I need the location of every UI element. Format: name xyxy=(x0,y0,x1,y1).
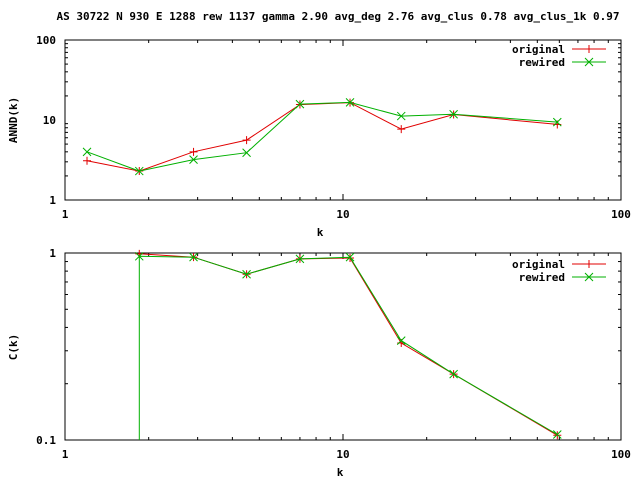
annd-original-point xyxy=(242,136,251,145)
clustering-y-tick-label: 0.1 xyxy=(36,434,56,447)
clustering-legend-rewired-marker xyxy=(584,272,594,282)
annd-series-original-line xyxy=(86,102,558,172)
annd-rewired-point xyxy=(552,117,562,127)
annd-original-point xyxy=(189,147,198,156)
annd-rewired-point xyxy=(396,111,406,121)
annd-x-axis-label: k xyxy=(317,226,324,239)
clustering-series-rewired-line xyxy=(138,255,558,440)
clustering-panel: k C(k) original rewired 1 10 100 0.1 1 xyxy=(7,247,631,479)
clustering-x-axis-label: k xyxy=(337,466,344,479)
clustering-series-original-line xyxy=(139,253,558,436)
clustering-legend-original-label: original xyxy=(512,258,565,271)
clustering-original-point xyxy=(553,431,562,440)
annd-rewired-point xyxy=(134,166,144,176)
clustering-legend-original-marker xyxy=(585,260,593,268)
clustering-x-tick-label: 10 xyxy=(336,448,349,461)
clustering-rewired-point xyxy=(189,252,198,262)
clustering-x-tick-label: 1 xyxy=(62,448,69,461)
clustering-legend-rewired-label: rewired xyxy=(519,271,565,284)
clustering-x-tick-label: 100 xyxy=(611,448,631,461)
annd-y-tick-label: 1 xyxy=(49,194,56,207)
annd-rewired-point xyxy=(345,98,355,107)
clustering-rewired-point xyxy=(345,252,355,262)
annd-x-tick-label: 100 xyxy=(611,208,631,221)
annd-legend-rewired-marker xyxy=(584,57,594,67)
annd-rewired-point xyxy=(189,155,198,164)
annd-rewired-point xyxy=(449,109,458,119)
clustering-y-axis-label: C(k) xyxy=(7,334,20,361)
annd-series-rewired-line xyxy=(86,101,558,172)
clustering-rewired-point xyxy=(449,369,458,379)
clustering-rewired-point xyxy=(396,336,406,345)
clustering-marks: 1 10 100 0.1 1 xyxy=(36,247,631,461)
annd-rewired-point xyxy=(82,147,92,157)
annd-original-point xyxy=(397,125,406,134)
annd-x-tick-label: 1 xyxy=(62,208,69,221)
annd-legend-original-label: original xyxy=(512,43,565,56)
clustering-rewired-point xyxy=(552,430,562,439)
clustering-rewired-point xyxy=(242,269,251,279)
annd-panel: k ANND(k) original rewired 1 10 100 1 10 100 xyxy=(7,34,631,239)
annd-rewired-point xyxy=(295,99,305,109)
clustering-y-tick-label: 1 xyxy=(49,247,56,260)
annd-marks: 1 10 100 1 10 100 xyxy=(36,34,631,221)
clustering-rewired-point xyxy=(295,254,305,264)
annd-original-point xyxy=(83,156,92,165)
annd-y-axis-label: ANND(k) xyxy=(7,97,20,143)
figure-title: AS 30722 N 930 E 1288 rew 1137 gamma 2.9… xyxy=(57,10,620,23)
annd-rewired-point xyxy=(242,148,251,158)
annd-y-tick-label: 10 xyxy=(43,114,56,127)
annd-x-tick-label: 10 xyxy=(336,208,349,221)
annd-legend-original-marker xyxy=(585,45,593,53)
clustering-rewired-point xyxy=(134,251,144,261)
annd-legend-rewired-label: rewired xyxy=(519,56,565,69)
annd-y-tick-label: 100 xyxy=(36,34,56,47)
